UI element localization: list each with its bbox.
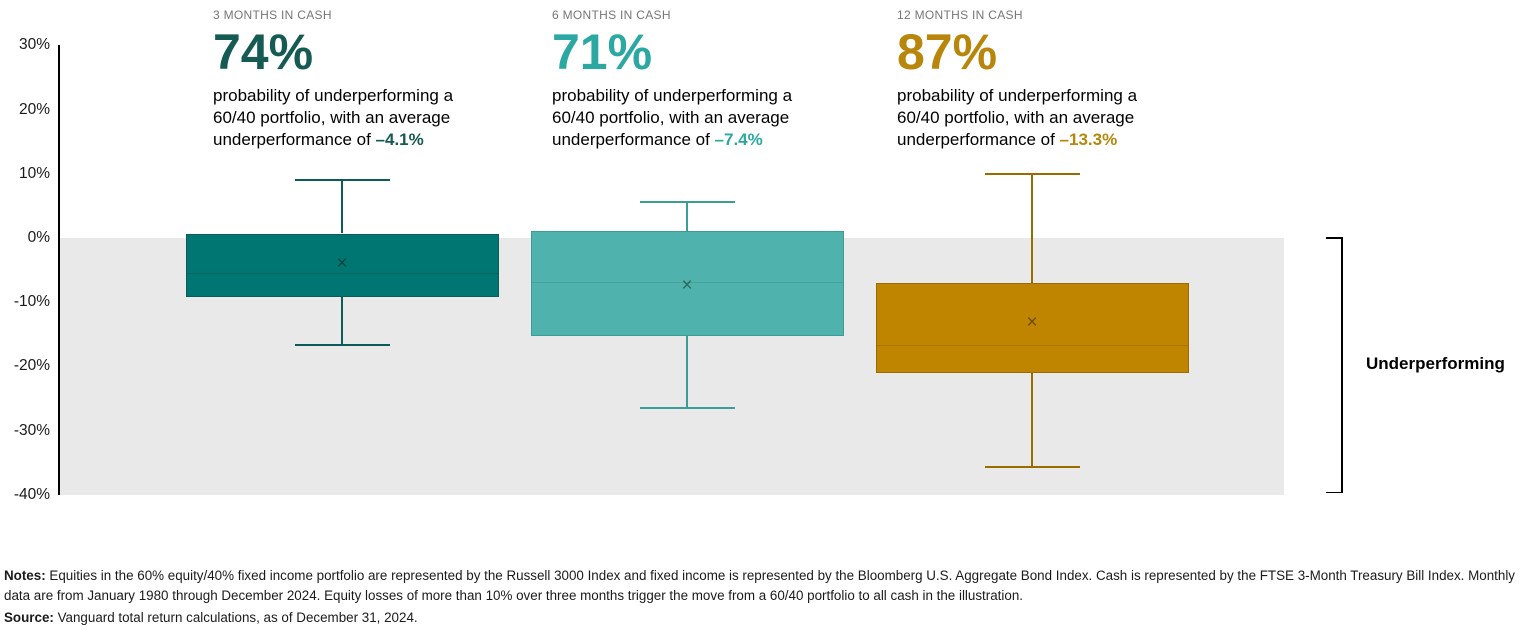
panel-6-months-in-cash: 6 MONTHS IN CASH 71% probability of unde… [552,8,842,151]
panel-probability-value: 71% [552,24,653,80]
whisker-stem-bottom [686,336,688,408]
panel-kicker: 6 MONTHS IN CASH [552,8,671,22]
bracket-vertical-line [1341,237,1343,493]
y-axis-tick-label: -10% [13,293,50,311]
bracket-top-tick [1326,237,1342,239]
median-line [530,281,844,284]
mean-marker: × [1026,312,1038,334]
whisker-cap-bottom [294,343,390,346]
underperforming-label: Underperforming [1366,354,1505,373]
panel-description-text: probability of underperforming a 60/40 p… [552,86,793,149]
y-axis-tick-label: -30% [13,421,50,439]
iqr-box [530,230,844,337]
panel-kicker: 12 MONTHS IN CASH [897,8,1023,22]
source-label: Source: [4,610,54,625]
y-axis-line [58,45,60,495]
y-axis-tick-label: -40% [13,485,50,503]
panel-underperformance-value: –4.1% [375,130,424,149]
whisker-stem-top [1031,173,1033,283]
median-line [185,272,499,275]
panel-underperformance-value: –7.4% [714,130,763,149]
panel-probability-value: 74% [213,24,314,80]
panel-kicker: 3 MONTHS IN CASH [213,8,332,22]
whisker-cap-bottom [984,465,1080,468]
iqr-box [875,282,1189,373]
y-axis-tick-label: 20% [18,100,50,118]
notes-paragraph: Notes: Equities in the 60% equity/40% fi… [4,566,1528,606]
whisker-stem-top [686,200,688,231]
mean-marker: × [681,274,693,296]
median-line [875,344,1189,347]
panel-description-text: probability of underperforming a 60/40 p… [897,86,1138,149]
y-axis-tick-label: 10% [18,164,50,182]
source-paragraph: Source: Vanguard total return calculatio… [4,608,1528,628]
mean-marker: × [336,253,348,275]
whisker-stem-bottom [1031,372,1033,466]
whisker-stem-top [341,178,343,234]
bracket-bottom-tick [1326,491,1342,493]
notes-text: Equities in the 60% equity/40% fixed inc… [4,568,1516,603]
panel-12-months-in-cash: 12 MONTHS IN CASH 87% probability of und… [897,8,1187,151]
whisker-stem-bottom [341,297,343,344]
iqr-box [185,233,499,298]
panel-description: probability of underperforming a 60/40 p… [213,85,485,151]
y-axis-tick-label: 30% [18,36,50,54]
whisker-cap-bottom [639,407,735,410]
panel-underperformance-value: –13.3% [1059,130,1118,149]
y-axis-tick-label: 0% [27,229,50,246]
panel-description: probability of underperforming a 60/40 p… [897,85,1169,151]
footnotes: Notes: Equities in the 60% equity/40% fi… [4,566,1528,628]
notes-label: Notes: [4,568,46,583]
panel-description: probability of underperforming a 60/40 p… [552,85,824,151]
y-axis-tick-label: -20% [13,357,50,375]
panel-probability-value: 87% [897,24,998,80]
panel-3-months-in-cash: 3 MONTHS IN CASH 74% probability of unde… [213,8,503,151]
panel-description-text: probability of underperforming a 60/40 p… [213,86,454,149]
source-text: Vanguard total return calculations, as o… [57,610,418,625]
